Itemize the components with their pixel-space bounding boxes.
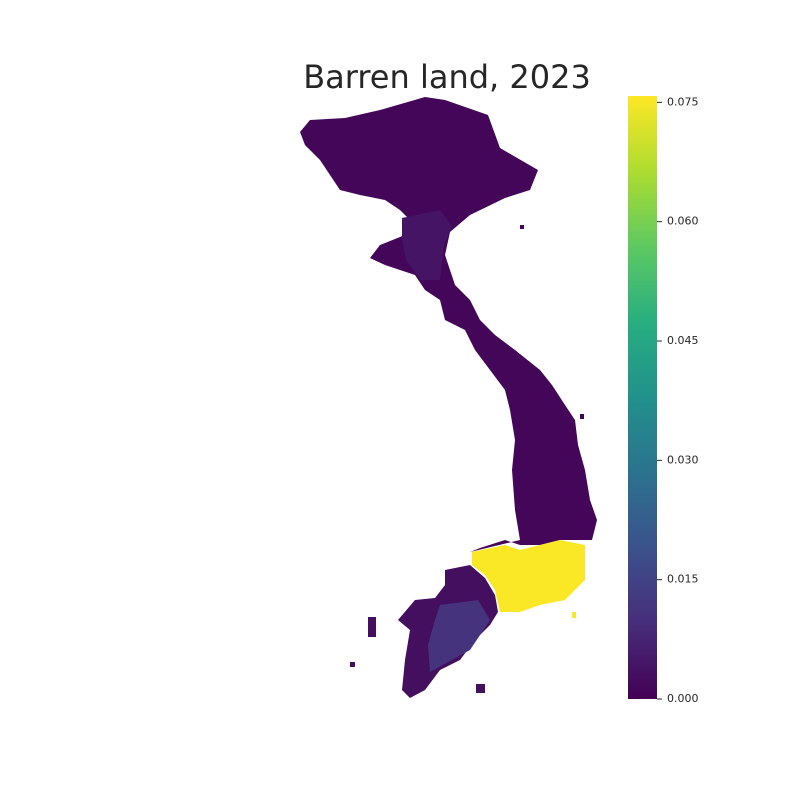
- colorbar-tick-label: 0.015: [667, 573, 699, 586]
- island: [520, 225, 524, 229]
- region: [402, 210, 452, 280]
- island: [350, 662, 355, 667]
- colorbar-tick-label: 0.045: [667, 334, 699, 347]
- colorbar: [628, 96, 657, 699]
- colorbar-tick-label: 0.075: [667, 95, 699, 108]
- colorbar-tick-label: 0.000: [667, 692, 699, 705]
- island: [476, 684, 485, 693]
- colorbar-tick-label: 0.030: [667, 453, 699, 466]
- region: [300, 97, 597, 552]
- map-title: Barren land, 2023: [303, 58, 591, 96]
- colorbar-tick-label: 0.060: [667, 215, 699, 228]
- island: [580, 414, 584, 419]
- island: [368, 617, 376, 637]
- island: [572, 612, 576, 618]
- region: [472, 540, 585, 612]
- region: [428, 600, 490, 672]
